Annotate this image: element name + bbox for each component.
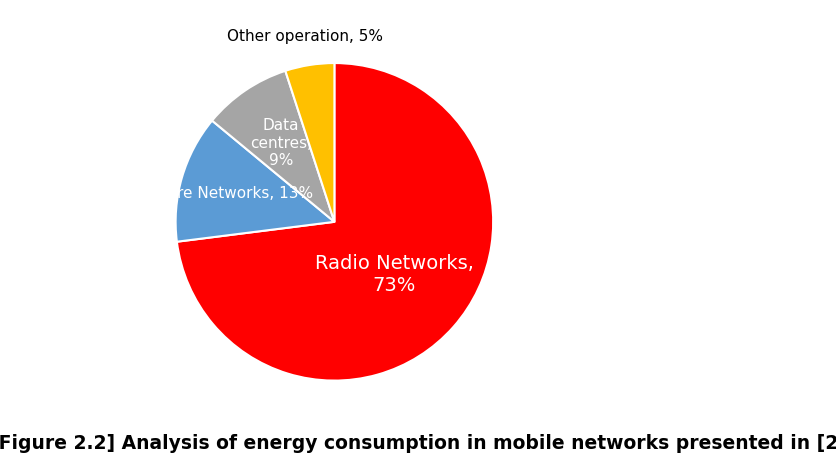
Wedge shape xyxy=(177,63,493,381)
Text: Radio Networks,
73%: Radio Networks, 73% xyxy=(314,254,473,295)
Text: Core Networks, 13%: Core Networks, 13% xyxy=(157,185,314,200)
Wedge shape xyxy=(176,120,334,242)
Wedge shape xyxy=(212,71,334,222)
Text: [Figure 2.2] Analysis of energy consumption in mobile networks presented in [2]: [Figure 2.2] Analysis of energy consumpt… xyxy=(0,434,836,453)
Wedge shape xyxy=(285,63,334,222)
Text: Data
centres,
9%: Data centres, 9% xyxy=(250,118,312,168)
Text: Other operation, 5%: Other operation, 5% xyxy=(227,29,383,44)
